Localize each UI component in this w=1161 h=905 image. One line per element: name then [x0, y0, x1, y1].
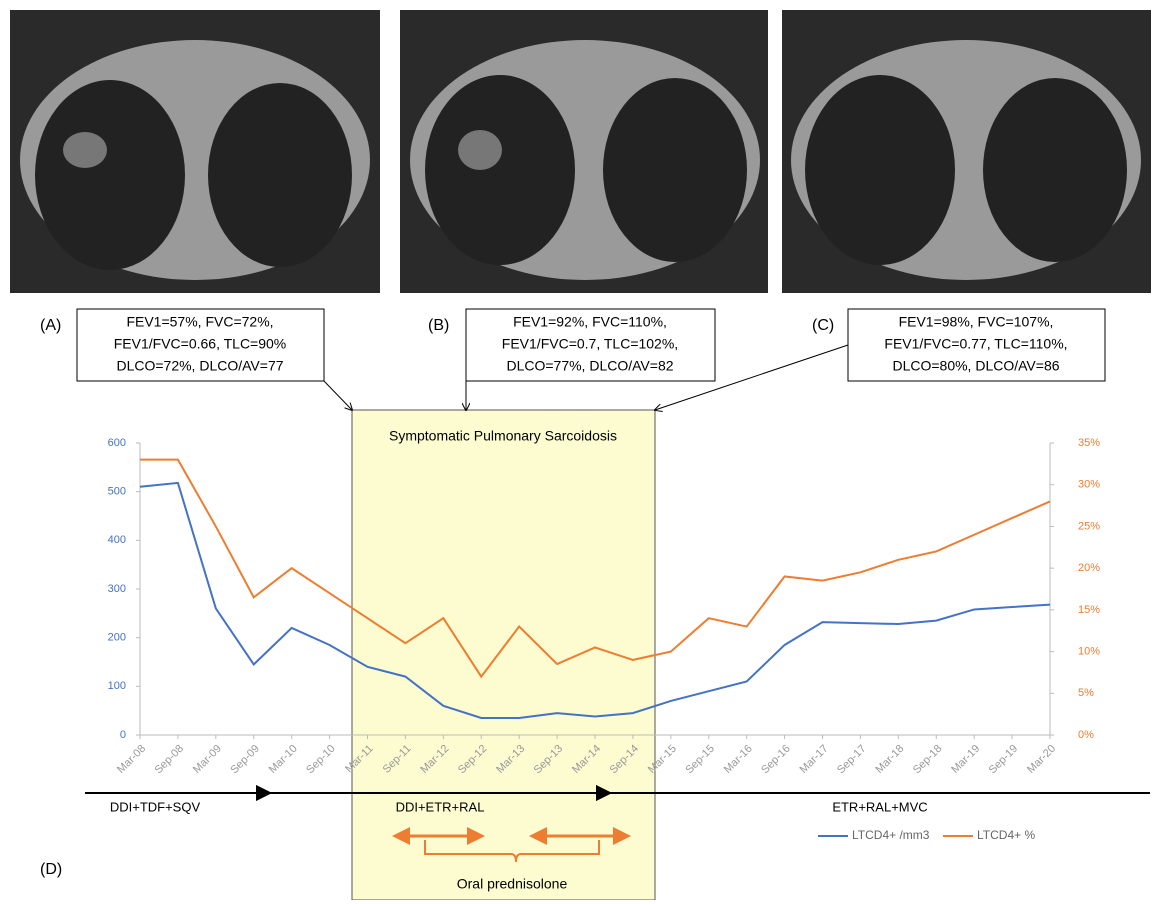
x-tick-label: Sep-17: [835, 743, 869, 777]
pft-box: [465, 308, 716, 382]
x-tick-label: Sep-16: [759, 743, 793, 777]
x-tick-label: Mar-16: [722, 743, 755, 776]
x-tick-label: Sep-08: [153, 743, 187, 777]
y2-tick-label: 20%: [1078, 562, 1100, 574]
y2-tick-label: 30%: [1078, 479, 1100, 491]
x-tick-label: Sep-10: [304, 743, 338, 777]
pft-box: [847, 308, 1106, 382]
y2-tick-label: 10%: [1078, 645, 1100, 657]
x-tick-label: Sep-19: [987, 743, 1021, 777]
y2-tick-label: 0%: [1078, 729, 1094, 741]
x-tick-label: Mar-10: [267, 743, 300, 776]
x-tick-label: Mar-20: [1025, 743, 1058, 776]
pointer-arrow: [655, 344, 849, 410]
series-line: [139, 481, 1051, 719]
regimen-label: DDI+TDF+SQV: [110, 799, 201, 814]
x-tick-label: Mar-18: [873, 743, 906, 776]
y-tick-label: 200: [108, 632, 126, 644]
pft-text: FEV1/FVC=0.66, TLC=90%: [114, 336, 287, 352]
x-tick-label: Mar-09: [191, 743, 224, 776]
x-tick-label: Mar-19: [949, 743, 982, 776]
pft-text: DLCO=80%, DLCO/AV=86: [892, 358, 1059, 374]
ct-image: [782, 10, 1151, 293]
brace: [424, 840, 600, 863]
panel-label: (C): [812, 317, 834, 334]
pft-text: DLCO=77%, DLCO/AV=82: [506, 358, 673, 374]
y2-tick-label: 35%: [1078, 437, 1100, 449]
pft-text: FEV1=57%, FVC=72%,: [126, 314, 273, 330]
annotation: Oral prednisolone: [457, 876, 568, 892]
pft-box: [76, 308, 325, 382]
y-tick-label: 500: [108, 486, 126, 498]
x-tick-label: Mar-17: [798, 743, 831, 776]
panel-label: (B): [428, 317, 449, 334]
ct-image: [400, 10, 768, 293]
regimen-label: DDI+ETR+RAL: [396, 799, 485, 814]
y-tick-label: 100: [108, 680, 126, 692]
y-tick-label: 400: [108, 534, 126, 546]
y2-tick-label: 5%: [1078, 687, 1094, 699]
legend-label: LTCD4+ %: [977, 828, 1035, 842]
y-tick-label: 600: [108, 437, 126, 449]
x-tick-label: Sep-15: [683, 743, 717, 777]
ct-image: [10, 10, 380, 293]
x-tick-label: Sep-18: [911, 743, 945, 777]
pft-text: FEV1=92%, FVC=110%,: [513, 314, 667, 330]
y2-tick-label: 15%: [1078, 604, 1100, 616]
panel-label: (A): [40, 317, 61, 334]
panel-label: (D): [40, 861, 62, 878]
regimen-label: ETR+RAL+MVC: [832, 799, 927, 814]
pointer-arrow: [323, 380, 352, 410]
pft-text: DLCO=72%, DLCO/AV=77: [116, 358, 283, 374]
y2-tick-label: 25%: [1078, 520, 1100, 532]
x-tick-label: Mar-08: [115, 743, 148, 776]
x-tick-label: Sep-09: [228, 743, 262, 777]
pft-text: FEV1/FVC=0.77, TLC=110%,: [884, 336, 1067, 352]
y-tick-label: 300: [108, 583, 126, 595]
pft-text: FEV1/FVC=0.7, TLC=102%,: [502, 336, 678, 352]
highlight-label: Symptomatic Pulmonary Sarcoidosis: [389, 428, 617, 444]
series-line: [140, 458, 1051, 679]
highlight-region: [351, 409, 656, 901]
legend-label: LTCD4+ /mm3: [852, 828, 930, 842]
y-tick-label: 0: [120, 729, 126, 741]
pft-text: FEV1=98%, FVC=107%,: [899, 314, 1054, 330]
